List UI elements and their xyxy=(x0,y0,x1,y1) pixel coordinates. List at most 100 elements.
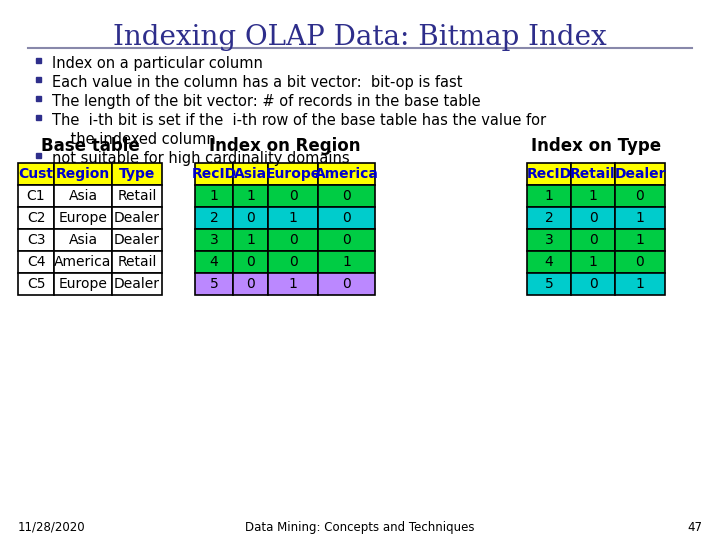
Bar xyxy=(54,229,112,251)
Text: America: America xyxy=(315,167,379,181)
Bar xyxy=(318,185,375,207)
Text: 1: 1 xyxy=(636,277,644,291)
Text: Each value in the column has a bit vector:  bit-op is fast: Each value in the column has a bit vecto… xyxy=(52,75,462,90)
Bar xyxy=(233,163,268,185)
Text: 0: 0 xyxy=(289,255,297,269)
Bar xyxy=(571,185,615,207)
Bar xyxy=(615,273,665,295)
Bar xyxy=(195,229,233,251)
Bar xyxy=(571,207,615,229)
Bar xyxy=(571,163,615,185)
Bar xyxy=(112,229,162,251)
Text: Europe: Europe xyxy=(58,211,107,225)
Text: RecID: RecID xyxy=(192,167,237,181)
Text: Retail: Retail xyxy=(117,255,157,269)
Text: Type: Type xyxy=(119,167,156,181)
Bar xyxy=(233,185,268,207)
Bar xyxy=(54,273,112,295)
Bar xyxy=(527,207,571,229)
Bar xyxy=(112,185,162,207)
Bar xyxy=(18,163,54,185)
Bar xyxy=(35,114,40,119)
Text: 1: 1 xyxy=(636,211,644,225)
Text: Dealer: Dealer xyxy=(114,277,160,291)
Text: 1: 1 xyxy=(544,189,554,203)
Bar xyxy=(527,185,571,207)
Text: Indexing OLAP Data: Bitmap Index: Indexing OLAP Data: Bitmap Index xyxy=(113,24,607,51)
Text: Dealer: Dealer xyxy=(114,211,160,225)
Bar xyxy=(112,251,162,273)
Text: 0: 0 xyxy=(289,233,297,247)
Text: 0: 0 xyxy=(342,233,351,247)
Bar xyxy=(527,251,571,273)
Text: The length of the bit vector: # of records in the base table: The length of the bit vector: # of recor… xyxy=(52,94,481,109)
Text: Index on Region: Index on Region xyxy=(210,137,361,155)
Text: not suitable for high cardinality domains: not suitable for high cardinality domain… xyxy=(52,151,350,166)
Text: 1: 1 xyxy=(588,189,598,203)
Bar xyxy=(18,229,54,251)
Text: 1: 1 xyxy=(210,189,218,203)
Text: The  i-th bit is set if the  i-th row of the base table has the value for: The i-th bit is set if the i-th row of t… xyxy=(52,113,546,128)
Bar xyxy=(268,251,318,273)
Text: 0: 0 xyxy=(636,189,644,203)
Bar xyxy=(35,77,40,82)
Bar xyxy=(268,273,318,295)
Text: Cust: Cust xyxy=(19,167,53,181)
Bar xyxy=(54,207,112,229)
Bar xyxy=(195,273,233,295)
Text: 1: 1 xyxy=(588,255,598,269)
Bar xyxy=(571,251,615,273)
Bar xyxy=(35,96,40,100)
Text: 1: 1 xyxy=(289,211,297,225)
Bar xyxy=(112,273,162,295)
Bar xyxy=(54,163,112,185)
Text: Region: Region xyxy=(56,167,110,181)
Text: the indexed column: the indexed column xyxy=(52,132,216,147)
Bar xyxy=(233,273,268,295)
Text: 47: 47 xyxy=(687,521,702,534)
Bar xyxy=(615,207,665,229)
Bar xyxy=(268,207,318,229)
Bar xyxy=(268,163,318,185)
Text: 0: 0 xyxy=(246,211,255,225)
Text: 5: 5 xyxy=(544,277,554,291)
Bar xyxy=(112,163,162,185)
Bar xyxy=(571,229,615,251)
Text: 0: 0 xyxy=(342,211,351,225)
Text: 2: 2 xyxy=(544,211,554,225)
Bar xyxy=(18,273,54,295)
Text: 4: 4 xyxy=(544,255,554,269)
Text: 3: 3 xyxy=(210,233,218,247)
Bar xyxy=(195,185,233,207)
Text: Index on a particular column: Index on a particular column xyxy=(52,56,263,71)
Bar xyxy=(195,207,233,229)
Text: C3: C3 xyxy=(27,233,45,247)
Text: 0: 0 xyxy=(589,211,598,225)
Text: C5: C5 xyxy=(27,277,45,291)
Text: Base table: Base table xyxy=(40,137,140,155)
Text: 4: 4 xyxy=(210,255,218,269)
Bar xyxy=(35,57,40,63)
Bar xyxy=(54,251,112,273)
Bar xyxy=(195,251,233,273)
Bar xyxy=(54,185,112,207)
Bar xyxy=(615,229,665,251)
Text: RecID: RecID xyxy=(526,167,572,181)
Bar xyxy=(233,251,268,273)
Text: Asia: Asia xyxy=(68,233,98,247)
Text: Asia: Asia xyxy=(68,189,98,203)
Bar xyxy=(18,251,54,273)
Text: Index on Type: Index on Type xyxy=(531,137,661,155)
Text: 0: 0 xyxy=(246,277,255,291)
Text: 11/28/2020: 11/28/2020 xyxy=(18,521,86,534)
Text: 1: 1 xyxy=(289,277,297,291)
Text: 5: 5 xyxy=(210,277,218,291)
Text: 3: 3 xyxy=(544,233,554,247)
Bar xyxy=(527,229,571,251)
Text: 0: 0 xyxy=(246,255,255,269)
Text: Data Mining: Concepts and Techniques: Data Mining: Concepts and Techniques xyxy=(246,521,474,534)
Text: C4: C4 xyxy=(27,255,45,269)
Text: America: America xyxy=(54,255,112,269)
Bar xyxy=(233,229,268,251)
Bar xyxy=(318,229,375,251)
